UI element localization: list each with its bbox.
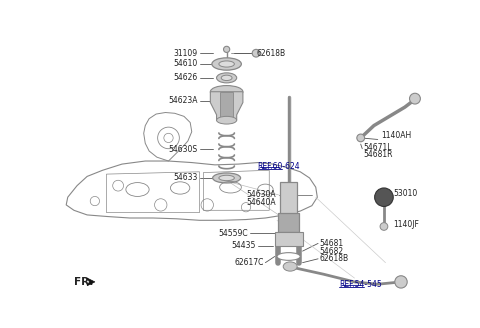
Ellipse shape	[212, 58, 241, 70]
Ellipse shape	[219, 175, 234, 181]
Text: 1140AH: 1140AH	[382, 131, 412, 140]
Text: 54671L: 54671L	[364, 143, 392, 152]
Ellipse shape	[216, 116, 237, 124]
Text: 54681R: 54681R	[364, 150, 393, 159]
Ellipse shape	[357, 134, 365, 142]
Text: 1140JF: 1140JF	[393, 220, 419, 229]
Ellipse shape	[277, 253, 300, 260]
Text: FR.: FR.	[74, 277, 93, 287]
Ellipse shape	[213, 173, 240, 183]
Text: 54626: 54626	[174, 73, 198, 82]
Text: 54630A: 54630A	[247, 190, 276, 199]
Text: 54435: 54435	[232, 241, 256, 250]
Ellipse shape	[395, 276, 407, 288]
Text: 54681: 54681	[320, 239, 344, 248]
Ellipse shape	[380, 223, 388, 230]
Polygon shape	[275, 232, 302, 246]
Ellipse shape	[224, 46, 230, 52]
Text: 62618B: 62618B	[320, 254, 349, 263]
Text: 54610: 54610	[174, 59, 198, 69]
Polygon shape	[87, 278, 95, 286]
Text: 62618B: 62618B	[256, 49, 285, 58]
Text: 62617C: 62617C	[234, 258, 264, 267]
Text: 54640A: 54640A	[247, 198, 276, 207]
Text: 54682: 54682	[320, 247, 344, 256]
Ellipse shape	[219, 61, 234, 67]
Ellipse shape	[252, 50, 260, 57]
Ellipse shape	[283, 262, 297, 271]
Text: 31109: 31109	[174, 49, 198, 58]
Polygon shape	[210, 92, 243, 120]
Ellipse shape	[210, 86, 243, 98]
Polygon shape	[278, 213, 300, 232]
Ellipse shape	[409, 93, 420, 104]
Text: REF.60-624: REF.60-624	[258, 162, 300, 171]
Ellipse shape	[375, 188, 393, 206]
Text: REF.54-545: REF.54-545	[339, 280, 382, 289]
Polygon shape	[220, 92, 233, 120]
Text: 54630S: 54630S	[169, 145, 198, 154]
Text: 53010: 53010	[393, 189, 418, 198]
Text: 54623A: 54623A	[168, 96, 198, 106]
Ellipse shape	[216, 73, 237, 83]
Polygon shape	[280, 182, 297, 216]
Text: 54559C: 54559C	[219, 229, 248, 238]
Text: 54633: 54633	[174, 174, 198, 182]
Ellipse shape	[221, 75, 232, 81]
